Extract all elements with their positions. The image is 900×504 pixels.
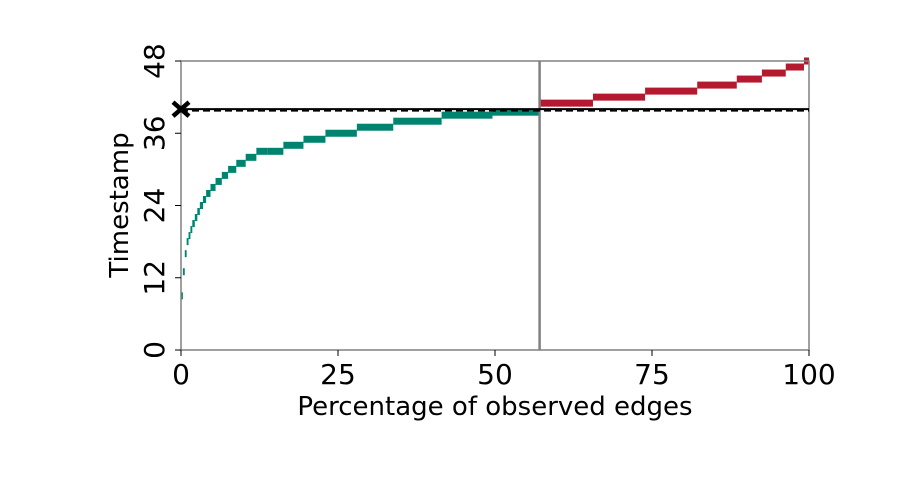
step-segment-0-12 xyxy=(210,183,216,191)
step-segment-0-5 xyxy=(190,226,193,234)
x-tick-label-0: 0 xyxy=(172,358,190,391)
x-tick-label-4: 100 xyxy=(782,358,835,391)
x-tick-label-3: 75 xyxy=(634,358,670,391)
chart-axes: 0 25 50 75 100 0 12 24 36 48 xyxy=(138,43,836,391)
step-segment-0-6 xyxy=(192,220,195,228)
y-axis-label: Timestamp xyxy=(105,132,135,278)
step-segment-1-6 xyxy=(785,63,804,71)
step-segment-1-4 xyxy=(736,75,762,83)
y-tick-label-0: 0 xyxy=(138,341,171,359)
step-segment-0-11 xyxy=(206,189,211,197)
plot-frame xyxy=(180,60,810,351)
step-segment-0-2 xyxy=(184,250,187,258)
step-segment-0-7 xyxy=(194,214,198,222)
step-segment-1-0 xyxy=(539,99,593,107)
y-tick-label-1: 12 xyxy=(138,260,171,296)
step-segment-0-18 xyxy=(256,147,268,155)
step-segment-1-5 xyxy=(761,69,786,77)
y-tick-label-3: 36 xyxy=(138,115,171,151)
x-tick-label-2: 50 xyxy=(477,358,513,391)
step-segment-1-3 xyxy=(697,81,737,89)
step-segment-0-21 xyxy=(303,135,326,143)
step-segment-0-17 xyxy=(245,153,257,161)
step-segment-0-22 xyxy=(325,129,357,137)
step-segment-1-2 xyxy=(645,87,698,95)
step-segment-0-0 xyxy=(181,292,183,300)
y-tick-label-2: 24 xyxy=(138,188,171,224)
step-segment-0-1 xyxy=(182,268,185,276)
step-segment-0-9 xyxy=(199,202,203,209)
step-segment-0-16 xyxy=(236,159,246,167)
step-segment-0-19 xyxy=(267,147,284,155)
x-axis-label: Percentage of observed edges xyxy=(297,392,692,422)
step-segment-0-24 xyxy=(393,117,442,125)
step-segment-0-20 xyxy=(283,141,304,149)
y-tick-label-4: 48 xyxy=(138,43,171,79)
step-segment-0-25 xyxy=(441,111,493,119)
x-tick-label-1: 25 xyxy=(320,358,356,391)
step-segment-0-4 xyxy=(188,232,191,240)
step-segment-1-1 xyxy=(592,93,646,101)
step-segment-0-10 xyxy=(202,195,207,203)
threshold-marker-stroke-2 xyxy=(171,100,191,118)
step-segment-0-15 xyxy=(228,165,237,173)
step-segment-0-26 xyxy=(492,108,540,116)
chart-marks xyxy=(181,57,809,300)
step-segment-0-8 xyxy=(197,208,200,216)
step-segment-0-14 xyxy=(221,171,229,179)
step-segment-0-23 xyxy=(356,123,394,131)
step-segment-0-13 xyxy=(215,177,222,185)
step-segment-0-3 xyxy=(186,238,189,246)
